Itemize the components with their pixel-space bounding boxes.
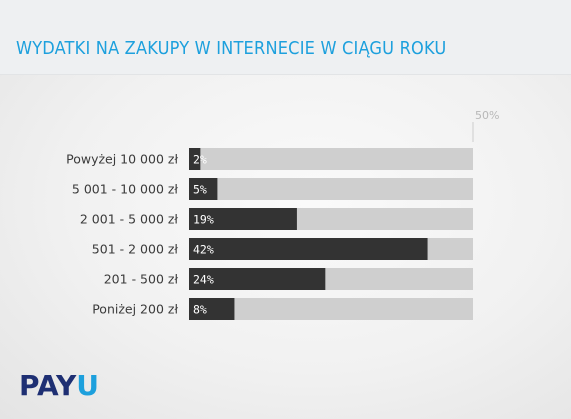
value-label: 8% xyxy=(193,303,207,317)
bar-chart: 50%Powyżej 10 000 zł 2%5 001 - 10 000 zł 5… xyxy=(66,109,499,320)
value-label: 2% xyxy=(193,153,207,167)
category-label: Powyżej 10 000 zł xyxy=(66,152,178,167)
bar-row: Powyżej 10 000 zł 2% xyxy=(66,148,473,170)
bar-row: 5 001 - 10 000 zł 5% xyxy=(72,178,473,200)
bar-row: 201 - 500 zł 24% xyxy=(104,268,473,290)
bar-row: Poniżej 200 zł 8% xyxy=(92,298,473,320)
category-label: 2 001 - 5 000 zł xyxy=(80,212,179,227)
bar xyxy=(189,178,218,200)
bar-track xyxy=(189,298,473,320)
category-label: 201 - 500 zł xyxy=(104,272,179,287)
chart-title: WYDATKI NA ZAKUPY W INTERNECIE W CIĄGU R… xyxy=(16,38,447,59)
value-label: 19% xyxy=(193,213,214,227)
bar xyxy=(189,268,326,290)
bar-row: 2 001 - 5 000 zł 19% xyxy=(80,208,473,230)
value-label: 24% xyxy=(193,273,214,287)
axis-max-tick-label: 50% xyxy=(475,109,499,122)
bar-track xyxy=(189,148,473,170)
bar xyxy=(189,238,428,260)
bar xyxy=(189,208,297,230)
category-label: 5 001 - 10 000 zł xyxy=(72,182,179,197)
value-label: 42% xyxy=(193,243,214,257)
bar-track xyxy=(189,178,473,200)
payu-logo: PAYU xyxy=(19,372,99,400)
category-label: Poniżej 200 zł xyxy=(92,302,178,317)
logo-text-u: U xyxy=(76,369,99,402)
logo-text-pay: PAY xyxy=(19,369,77,402)
bar-row: 501 - 2 000 zł 42% xyxy=(92,238,473,260)
value-label: 5% xyxy=(193,183,207,197)
bar xyxy=(189,148,201,170)
category-label: 501 - 2 000 zł xyxy=(92,242,179,257)
bar xyxy=(189,298,235,320)
header-band xyxy=(0,0,571,75)
